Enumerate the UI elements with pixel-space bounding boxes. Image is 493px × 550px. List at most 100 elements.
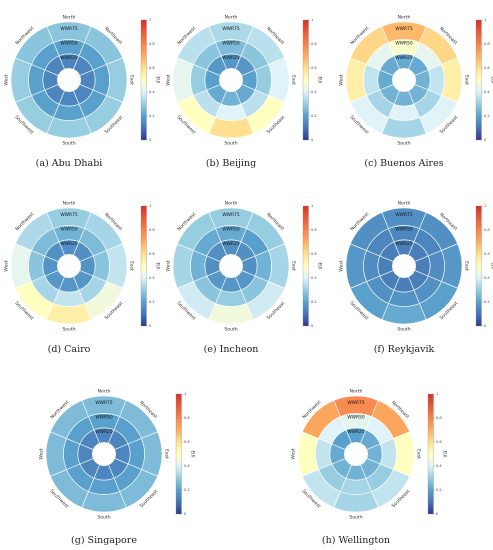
ring-label: WWR75 [222,26,240,32]
ring-label: WWR50 [395,226,413,232]
ring-label: WWR25 [60,241,78,247]
heatmap-sector [177,212,216,251]
colorbar-tick-label: 0.8 [149,228,155,232]
ring-label: WWR50 [60,40,78,46]
colorbar-tick-label: 0 [484,324,487,328]
direction-label: East [291,75,297,85]
ring-label: WWR75 [395,212,413,218]
polar-heatmap-panel: WWR25WWR50WWR75NorthNortheastEastSouthea… [291,389,448,547]
colorbar-tick-label: 0.6 [484,252,490,256]
colorbar-tick-label: 0.4 [484,90,490,94]
colorbar [140,19,147,141]
direction-label: West [4,260,10,271]
polar-heatmap-panel: WWR25WWR50WWR75NorthNortheastEastSouthea… [166,201,323,356]
colorbar-label: EUI [318,77,323,84]
panel-caption: (c) Buenos Aires [364,158,443,169]
direction-label: East [291,261,297,271]
center-hole [57,68,81,92]
colorbar [302,19,309,141]
heatmap-sector [381,21,427,43]
heatmap-sector [393,431,415,477]
colorbar-tick-label: 0.2 [436,488,442,492]
colorbar-tick-label: 0.8 [184,416,190,420]
colorbar-tick-label: 0.4 [311,276,317,280]
colorbar-tick-label: 0.2 [149,300,155,304]
direction-label: East [129,261,135,271]
colorbar-tick-label: 1 [311,18,313,22]
direction-label: West [339,260,345,271]
heatmap-sector [10,57,32,103]
colorbar-label: EUI [491,77,493,84]
heatmap-sector [177,26,216,65]
ring-label: WWR25 [222,241,240,247]
colorbar [140,205,147,327]
panel-caption: (a) Abu Dhabi [36,158,103,169]
ring-label: WWR50 [347,414,365,420]
heatmap-sector [106,57,128,103]
colorbar-tick-label: 1 [311,204,313,208]
heatmap-sector [268,243,290,289]
colorbar-tick-label: 0.6 [436,440,442,444]
direction-label: West [291,448,297,459]
heatmap-sector [46,117,92,139]
colorbar [302,205,309,327]
direction-label: North [398,201,411,207]
ring-label: WWR75 [222,212,240,218]
heatmap-sector [10,243,32,289]
heatmap-sector [46,207,92,229]
colorbar-tick-label: 0.8 [436,416,442,420]
center-hole [219,68,243,92]
colorbar-tick-label: 0.6 [311,252,317,256]
center-hole [92,442,116,466]
colorbar [475,205,482,327]
colorbar-tick-label: 0.6 [484,66,490,70]
colorbar-tick-label: 0 [484,138,487,142]
direction-label: South [224,327,237,333]
ring-label: WWR50 [95,414,113,420]
direction-label: North [63,15,76,21]
heatmap-sector [141,431,163,477]
colorbar-tick-label: 0.4 [311,90,317,94]
colorbar [475,19,482,141]
heatmap-sector [333,395,379,417]
colorbar-tick-label: 0 [149,138,152,142]
ring-label: WWR50 [222,40,240,46]
center-hole [219,254,243,278]
direction-label: East [464,75,470,85]
colorbar-tick-label: 0 [436,512,439,516]
ring-label: WWR25 [395,55,413,61]
colorbar-tick-label: 0.2 [484,300,490,304]
direction-label: West [339,74,345,85]
ring-label: WWR75 [347,400,365,406]
heatmap-sector [208,117,254,139]
direction-label: South [62,327,75,333]
center-hole [392,254,416,278]
heatmap-sector [302,400,341,439]
heatmap-sector [268,57,290,103]
colorbar-tick-label: 0.8 [484,42,490,46]
polar-heatmap-panel: WWR25WWR50WWR75NorthNortheastEastSouthea… [4,15,161,170]
heatmap-sector [345,57,367,103]
ring-label: WWR25 [60,55,78,61]
polar-heatmap-panel: WWR25WWR50WWR75NorthNortheastEastSouthea… [166,15,323,170]
panel-caption: (d) Cairo [48,344,91,355]
colorbar-tick-label: 1 [484,204,486,208]
direction-label: North [398,15,411,21]
direction-label: North [225,201,238,207]
colorbar-label: EUI [443,451,448,458]
colorbar [427,393,434,515]
ring-label: WWR75 [60,212,78,218]
heatmap-sector [46,303,92,325]
center-hole [344,442,368,466]
colorbar-label: EUI [191,451,196,458]
colorbar-tick-label: 0.6 [149,252,155,256]
direction-label: South [397,141,410,147]
colorbar-tick-label: 0.8 [311,228,317,232]
heatmap-sector [50,400,89,439]
panel-caption: (b) Beijing [206,158,256,169]
heatmap-sector [381,117,427,139]
heatmap-sector [81,395,127,417]
colorbar-label: EUI [156,263,161,270]
direction-label: West [39,448,45,459]
